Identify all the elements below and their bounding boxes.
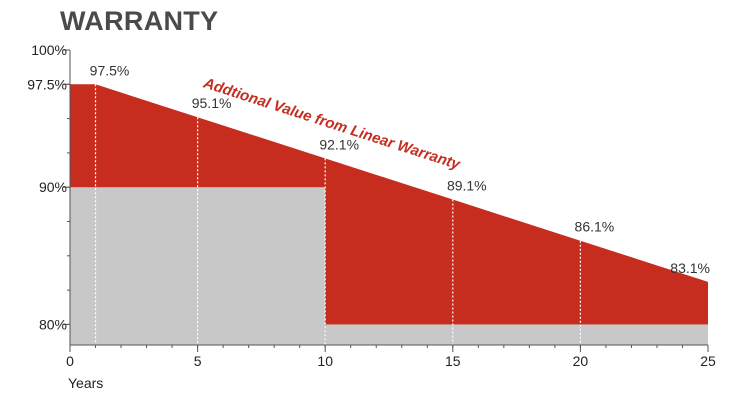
y-tick-label-2: 97.5% <box>27 76 67 92</box>
y-tick-label-4: 80% <box>39 316 67 332</box>
data-label-1: 97.5% <box>90 62 130 78</box>
x-tick-label-6: 25 <box>700 353 716 369</box>
y-tick-label-1: 100% <box>31 42 67 58</box>
y-tick-label-3: 90% <box>39 179 67 195</box>
data-label-4: 89.1% <box>447 178 487 194</box>
x-tick-label-4: 15 <box>445 353 461 369</box>
data-label-5: 86.1% <box>575 219 615 235</box>
data-label-6: 83.1% <box>670 260 710 276</box>
x-tick-label-5: 20 <box>573 353 589 369</box>
data-label-3: 92.1% <box>319 136 359 152</box>
marker-layer <box>94 84 582 345</box>
x-tick-label-3: 10 <box>317 353 333 369</box>
data-label-2: 95.1% <box>192 95 232 111</box>
step-warranty-segment-2 <box>325 324 708 345</box>
x-tick-label-2: 5 <box>194 353 202 369</box>
chart-title: WARRANTY <box>60 6 219 36</box>
x-axis-title: Years <box>68 375 103 391</box>
x-tick-label-1: 0 <box>66 353 74 369</box>
area-layer <box>70 84 708 346</box>
axes-layer: 100% 97.5% 90% 80% 0 5 10 15 20 25 <box>27 42 716 369</box>
